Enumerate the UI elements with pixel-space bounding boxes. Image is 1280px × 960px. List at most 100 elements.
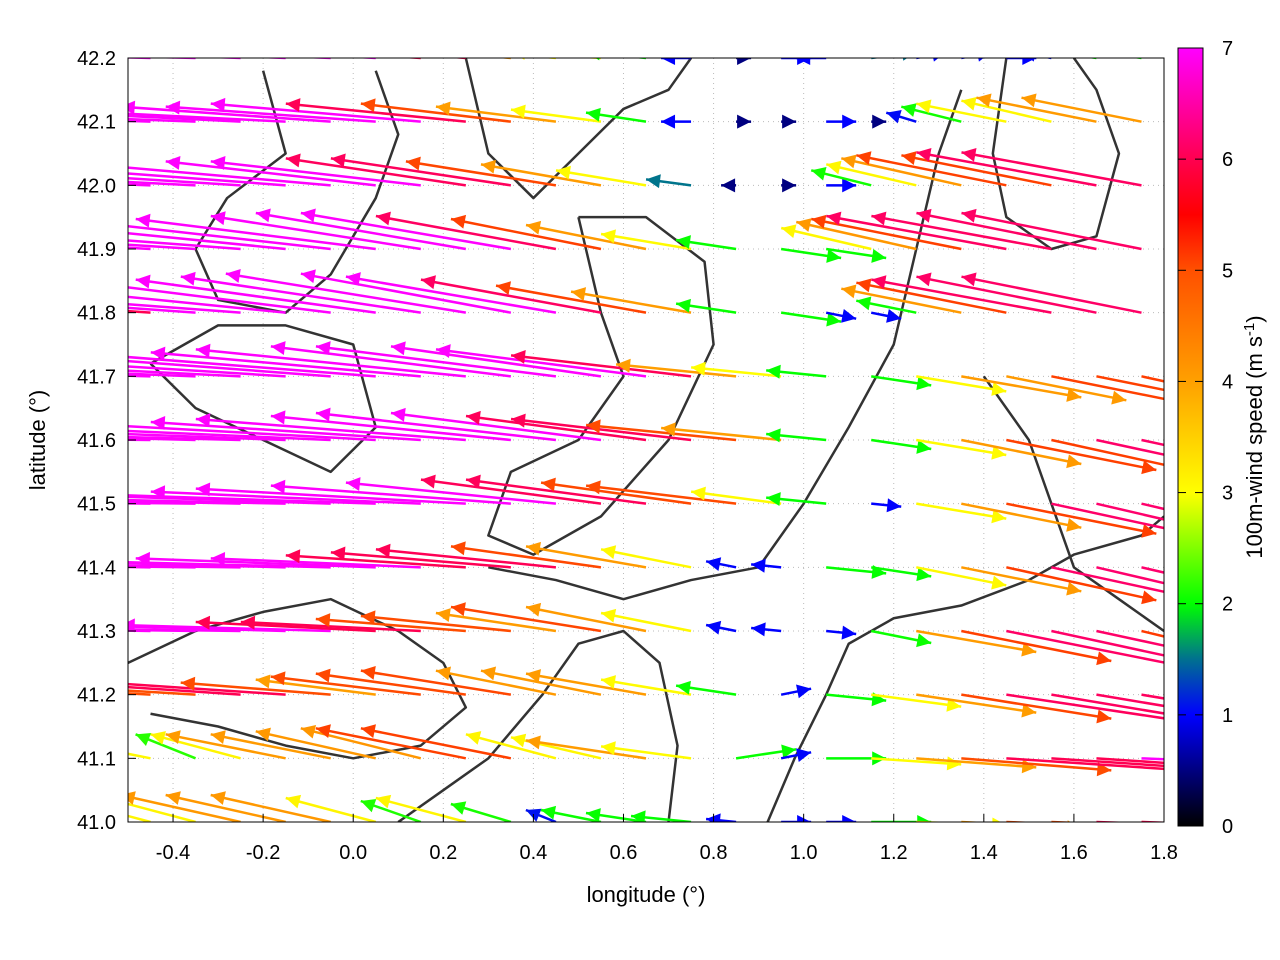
wind-vector-shaft: [691, 366, 782, 378]
wind-vector: [661, 58, 692, 65]
wind-vector: [721, 178, 737, 193]
wind-vector-head: [1216, 533, 1231, 547]
wind-vector-head: [450, 801, 467, 815]
wind-vector: [210, 730, 331, 760]
wind-vector-head: [737, 58, 752, 65]
wind-vector: [128, 625, 286, 633]
wind-vector-shaft: [498, 58, 511, 60]
wind-vector-shaft: [1045, 58, 1052, 60]
wind-vector: [315, 341, 557, 378]
wind-vector-head: [391, 40, 406, 54]
wind-vector-head: [1216, 660, 1231, 674]
wind-vector-shaft: [825, 163, 917, 187]
wind-vector: [1051, 438, 1164, 467]
wind-vector-shaft: [480, 669, 602, 696]
wind-vector: [128, 302, 241, 314]
wind-vector: [401, 58, 421, 60]
wind-vector-head: [796, 218, 812, 232]
wind-vector-shaft: [375, 214, 557, 251]
wind-vector-shaft: [195, 620, 376, 633]
wind-vector: [270, 410, 511, 442]
wind-vector-shaft: [916, 629, 1037, 654]
wind-vector-shaft: [285, 157, 467, 187]
wind-vector-shaft: [315, 345, 557, 378]
wind-vector: [961, 438, 1082, 469]
wind-vector: [675, 298, 737, 314]
colorbar-tick-label: 7: [1222, 38, 1233, 60]
wind-vector-shaft: [1088, 58, 1097, 60]
wind-vector: [976, 93, 1097, 123]
wind-vector-head: [526, 541, 541, 556]
wind-vector: [195, 482, 466, 505]
wind-vector-head: [466, 474, 481, 489]
wind-vector: [390, 341, 602, 378]
wind-vector-shaft: [270, 675, 421, 696]
wind-vector: [128, 172, 286, 187]
wind-vector: [300, 208, 512, 251]
wind-vector: [870, 309, 902, 323]
wind-vector-shaft: [465, 478, 647, 505]
x-axis-ticks: -0.4 -0.2 0.0 0.2 0.4 0.6 0.8 1.0 1.2 1.4 1.6 1.8: [156, 814, 1178, 864]
wind-vector-head: [766, 428, 781, 443]
wind-vector-head: [871, 275, 887, 290]
wind-vector-shaft: [961, 151, 1142, 187]
wind-vector-shaft: [961, 566, 1082, 593]
wind-vector-head: [135, 733, 152, 747]
wind-vector-shaft: [871, 58, 881, 60]
wind-vector: [285, 98, 466, 123]
wind-vector: [480, 159, 602, 187]
wind-vector: [780, 224, 872, 251]
wind-vector: [871, 815, 932, 822]
wind-vector-head: [150, 415, 166, 430]
wind-vector-shaft: [961, 629, 1112, 663]
wind-vector-head: [46, 555, 60, 569]
wind-vector-head: [1, 164, 15, 178]
wind-vector-head: [826, 211, 842, 226]
wind-vector-head: [1066, 454, 1082, 469]
wind-vector: [1029, 58, 1052, 62]
wind-vector-shaft: [510, 354, 692, 378]
wind-vector-shaft: [1021, 96, 1142, 123]
wind-vector: [675, 235, 737, 251]
colorbar-tick-label: 0: [1222, 816, 1233, 838]
wind-vector-shaft: [916, 757, 1037, 769]
wind-vector-head: [450, 541, 466, 556]
wind-vector: [165, 100, 376, 123]
wind-vector-shaft: [255, 730, 377, 760]
wind-vector: [128, 689, 196, 696]
wind-vector-shaft: [128, 105, 331, 123]
wind-vector-head: [46, 355, 60, 369]
wind-vector-shaft: [1051, 438, 1164, 467]
wind-vector-head: [901, 103, 917, 117]
wind-vector: [510, 350, 692, 378]
wind-vector: [330, 153, 512, 187]
x-tick-label: 1.6: [1060, 842, 1088, 864]
wind-vector-head: [946, 697, 962, 712]
wind-vector-head: [511, 413, 526, 428]
wind-vector-head: [616, 358, 631, 373]
wind-vector-shaft: [135, 217, 376, 251]
wind-vector: [315, 724, 467, 760]
y-tick-label: 41.3: [77, 621, 116, 643]
wind-vector: [916, 629, 1037, 657]
wind-vector-head: [601, 229, 617, 244]
wind-vector-head: [210, 97, 226, 112]
wind-vector: [825, 309, 857, 323]
wind-vector: [1096, 629, 1164, 647]
wind-vector: [916, 438, 1007, 460]
wind-vector-shaft: [916, 151, 1097, 187]
wind-vector-shaft: [961, 757, 1112, 772]
wind-vector-head: [526, 220, 542, 235]
wind-vector-shaft: [128, 682, 286, 696]
wind-vector: [360, 665, 512, 696]
wind-vector-head: [872, 114, 887, 129]
wind-vector: [128, 166, 331, 187]
wind-vector-head: [61, 677, 75, 691]
wind-vector-head: [435, 666, 452, 681]
wind-vector: [600, 229, 692, 251]
wind-vector-shaft: [128, 112, 286, 123]
wind-vector-head: [1021, 93, 1037, 108]
wind-vector-shaft: [1006, 438, 1157, 472]
contour-line: [982, 375, 1164, 633]
wind-vector: [128, 112, 286, 123]
